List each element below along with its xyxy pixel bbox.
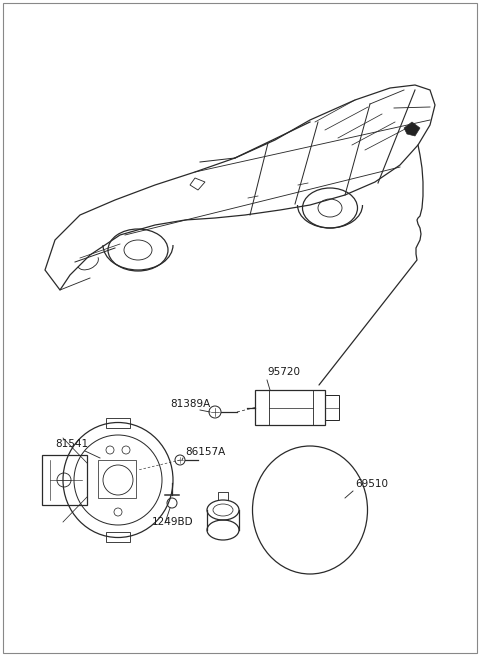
Polygon shape bbox=[404, 122, 420, 136]
Text: 1249BD: 1249BD bbox=[152, 517, 193, 527]
Text: 81389A: 81389A bbox=[170, 399, 210, 409]
Text: 69510: 69510 bbox=[355, 479, 388, 489]
Text: 81541: 81541 bbox=[55, 439, 88, 449]
Text: 95720: 95720 bbox=[267, 367, 300, 377]
Text: 86157A: 86157A bbox=[185, 447, 225, 457]
